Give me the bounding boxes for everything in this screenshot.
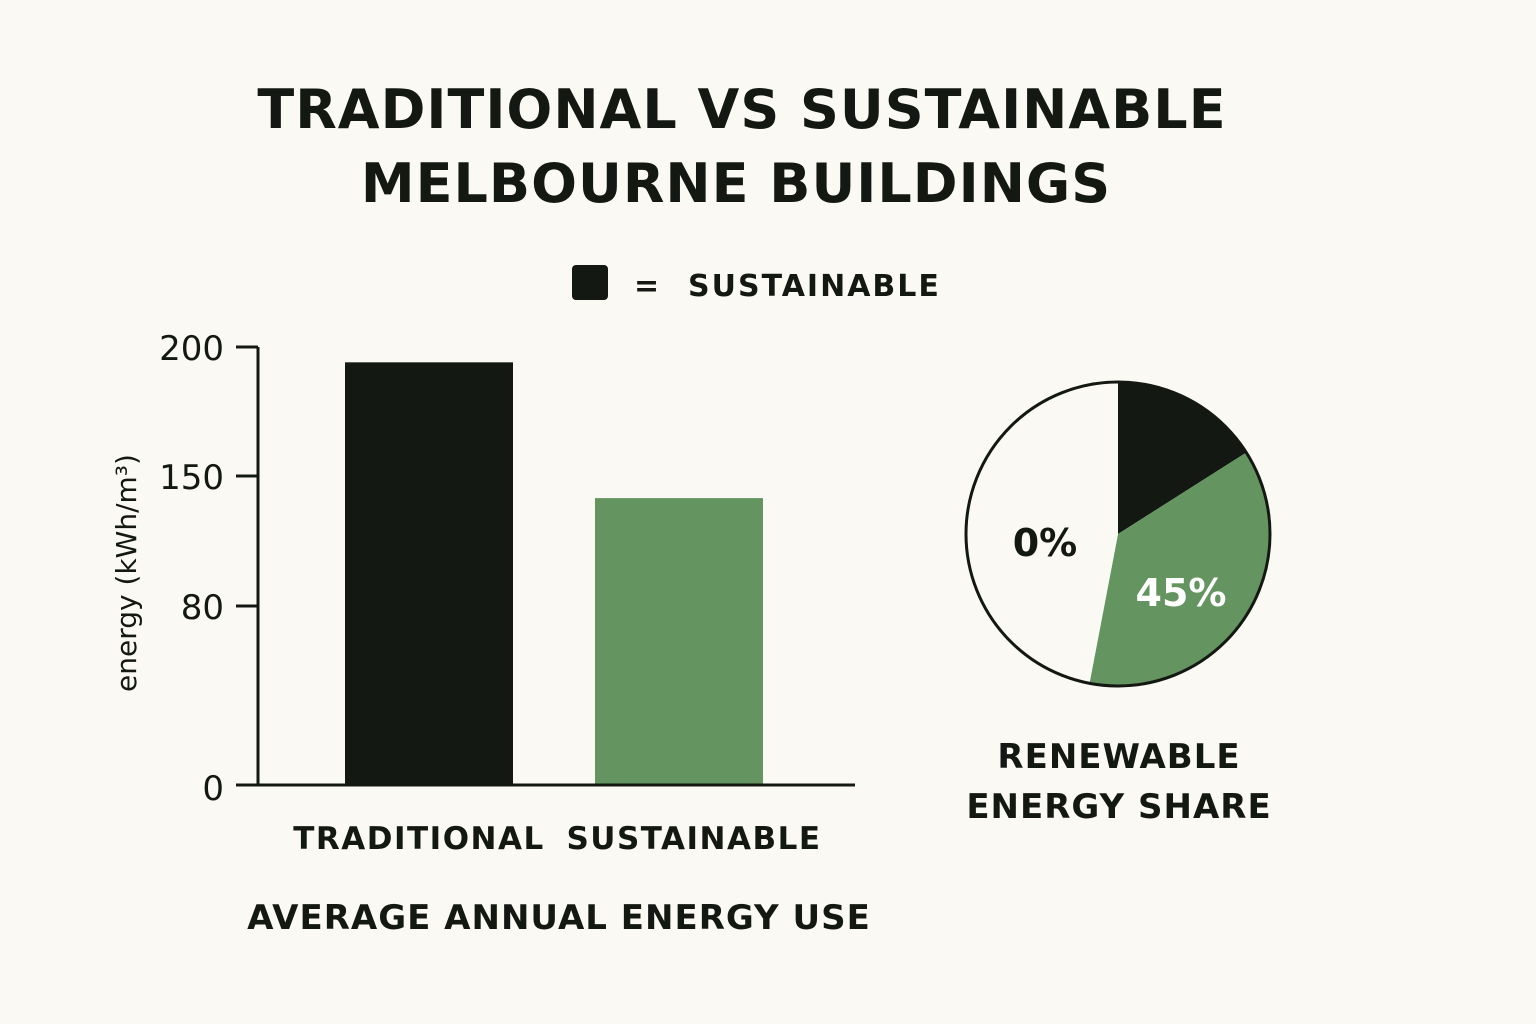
- bar-sustainable: [595, 498, 763, 785]
- bar-chart: 0 80 150 200 energy (kWh/m³) TRADITIONAL…: [110, 329, 871, 938]
- y-tick-label: 150: [159, 458, 224, 498]
- x-axis-caption: AVERAGE ANNUAL ENERGY USE: [247, 898, 871, 938]
- y-tick-label: 200: [159, 329, 224, 369]
- chart-title-line-1: TRADITIONAL VS SUSTAINABLE: [257, 78, 1226, 141]
- pie-label-45: 45%: [1136, 571, 1227, 615]
- pie-chart: 0% 45% RENEWABLE ENERGY SHARE: [964, 380, 1272, 827]
- legend: = SUSTAINABLE: [572, 265, 941, 304]
- pie-outline: [964, 380, 1272, 688]
- x-category-label-traditional: TRADITIONAL: [293, 821, 545, 857]
- pie-slice-3: [965, 382, 1118, 684]
- pie-label-zero: 0%: [1013, 521, 1078, 565]
- pie-slice-1: [1118, 382, 1247, 534]
- pie-slice-2: [1089, 452, 1271, 687]
- chart-title-line-2: MELBOURNE BUILDINGS: [361, 152, 1111, 215]
- pie-caption-line-1: RENEWABLE: [997, 737, 1240, 777]
- y-tick-label: 80: [181, 588, 224, 628]
- pie-caption-line-2: ENERGY SHARE: [966, 787, 1271, 827]
- legend-swatch: [572, 265, 608, 300]
- bar-traditional: [345, 362, 513, 785]
- x-category-label-sustainable: SUSTAINABLE: [566, 821, 821, 857]
- legend-symbol: =: [634, 269, 661, 304]
- y-axis-label: energy (kWh/m³): [110, 454, 143, 692]
- y-tick-label: 0: [202, 769, 224, 809]
- legend-label: SUSTAINABLE: [688, 269, 941, 304]
